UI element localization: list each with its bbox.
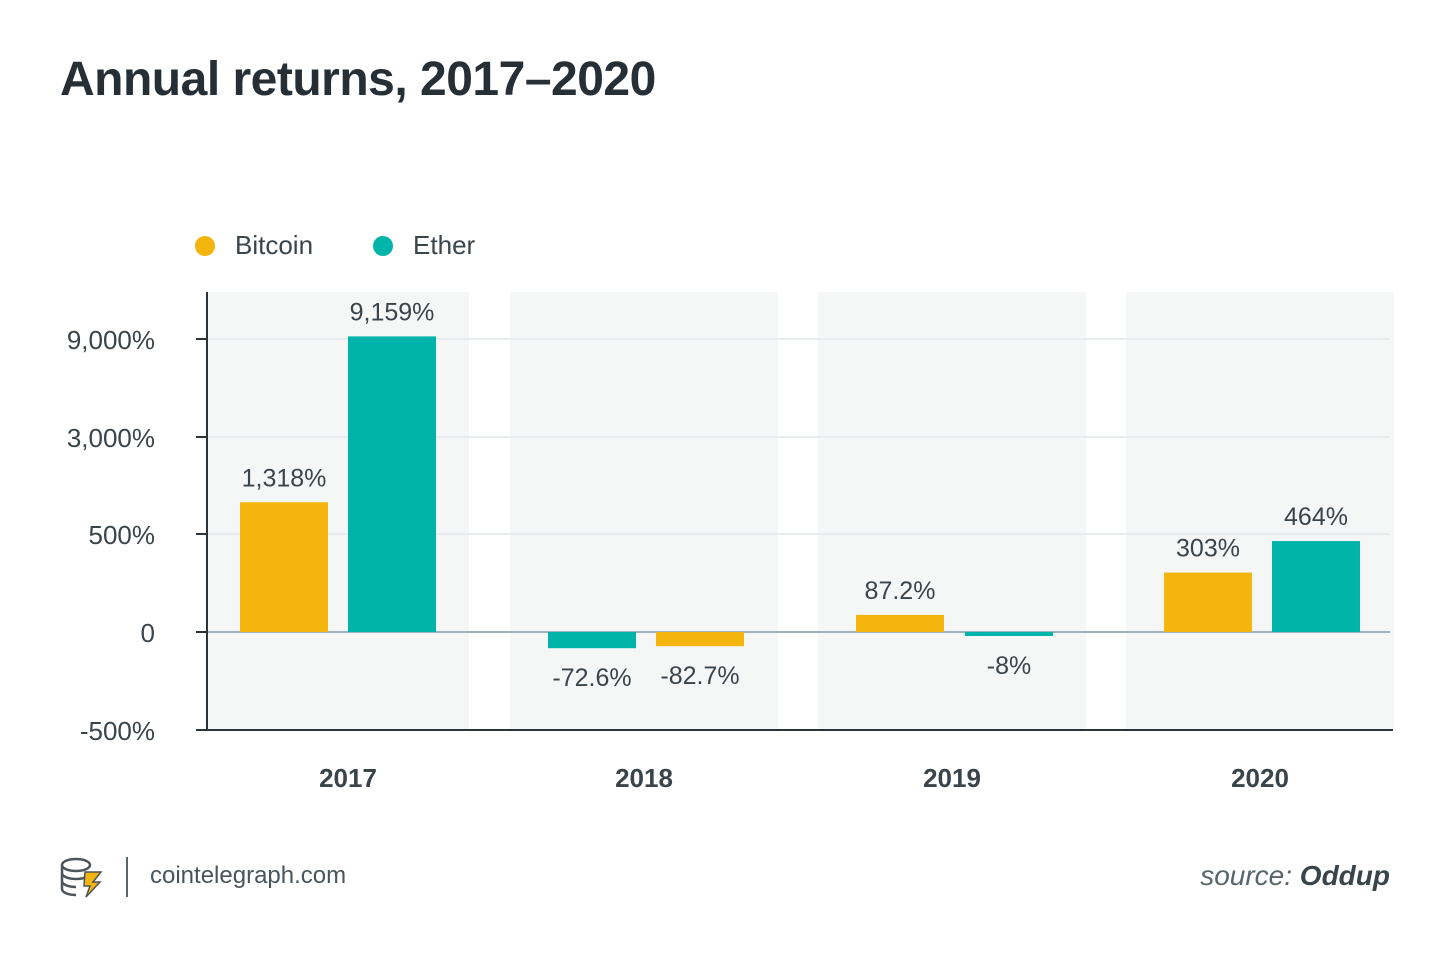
source-credit: source: Oddup bbox=[1200, 860, 1390, 892]
chart-title: Annual returns, 2017–2020 bbox=[60, 53, 656, 106]
cointelegraph-logo-icon bbox=[58, 856, 104, 903]
legend: Bitcoin Ether bbox=[195, 230, 535, 261]
data-label-ether-2018: -72.6% bbox=[552, 664, 631, 692]
legend-item-ether: Ether bbox=[373, 230, 475, 261]
category-panel-2019 bbox=[818, 292, 1086, 730]
y-tick-label: 0 bbox=[141, 618, 155, 648]
data-label-bitcoin-2017: 1,318% bbox=[242, 464, 327, 492]
data-label-ether-2019: -8% bbox=[987, 652, 1031, 680]
bar-bitcoin-2020 bbox=[1164, 572, 1252, 632]
bar-bitcoin-2019 bbox=[856, 614, 944, 632]
bar-bitcoin-2018 bbox=[656, 632, 744, 647]
x-tick-label: 2018 bbox=[615, 763, 673, 793]
bar-ether-2017 bbox=[348, 336, 436, 632]
data-label-bitcoin-2018: -82.7% bbox=[660, 662, 739, 690]
y-tick-label: 500% bbox=[89, 520, 156, 550]
bar-ether-2018 bbox=[548, 632, 636, 649]
legend-dot-bitcoin bbox=[195, 235, 215, 256]
y-tick-label: -500% bbox=[80, 716, 155, 746]
footer-divider bbox=[126, 857, 128, 897]
x-tick-label: 2017 bbox=[319, 763, 377, 793]
legend-item-bitcoin: Bitcoin bbox=[195, 230, 313, 261]
y-tick-label: 3,000% bbox=[67, 423, 155, 453]
bar-ether-2019 bbox=[965, 632, 1053, 636]
footer-site: cointelegraph.com bbox=[150, 862, 347, 889]
data-label-bitcoin-2019: 87.2% bbox=[865, 577, 936, 605]
category-panel-2020 bbox=[1126, 292, 1394, 730]
data-label-ether-2020: 464% bbox=[1284, 503, 1348, 531]
x-tick-label: 2019 bbox=[923, 763, 981, 793]
source-prefix: source: bbox=[1200, 860, 1293, 891]
legend-label-ether: Ether bbox=[413, 230, 476, 260]
bar-bitcoin-2017 bbox=[240, 502, 328, 632]
bar-ether-2020 bbox=[1272, 541, 1360, 632]
data-label-bitcoin-2020: 303% bbox=[1176, 535, 1240, 563]
legend-label-bitcoin: Bitcoin bbox=[235, 230, 314, 260]
source-name: Oddup bbox=[1299, 860, 1390, 891]
x-tick-label: 2020 bbox=[1231, 763, 1289, 793]
data-label-ether-2017: 9,159% bbox=[350, 298, 435, 326]
y-tick-label: 9,000% bbox=[67, 325, 155, 355]
legend-dot-ether bbox=[373, 235, 394, 256]
category-panel-2018 bbox=[510, 292, 778, 730]
